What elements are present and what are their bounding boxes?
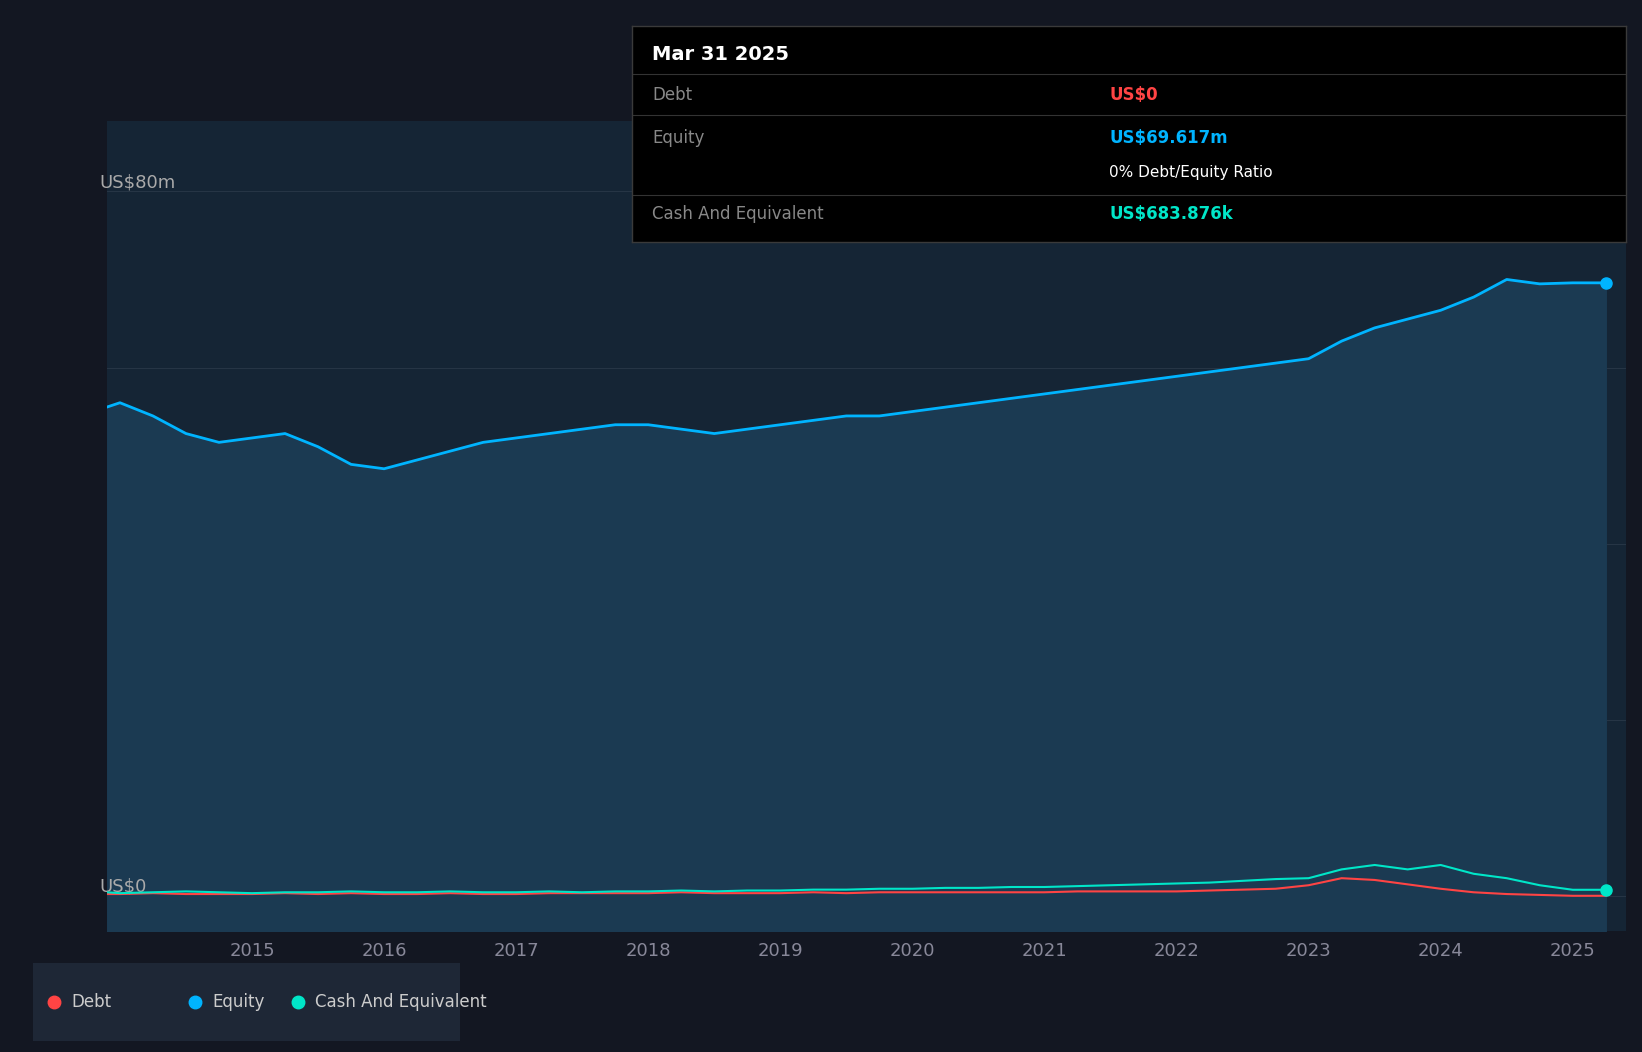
Text: Mar 31 2025: Mar 31 2025	[652, 45, 790, 64]
Text: US$80m: US$80m	[99, 174, 176, 191]
Text: 0% Debt/Equity Ratio: 0% Debt/Equity Ratio	[1108, 165, 1273, 181]
Text: US$683.876k: US$683.876k	[1108, 205, 1233, 223]
Text: Debt: Debt	[652, 86, 693, 104]
Text: Equity: Equity	[212, 993, 264, 1011]
Text: US$0: US$0	[1108, 86, 1158, 104]
Text: US$69.617m: US$69.617m	[1108, 129, 1228, 147]
Text: Equity: Equity	[652, 129, 704, 147]
Text: Debt: Debt	[71, 993, 112, 1011]
Text: US$0: US$0	[99, 877, 146, 896]
Text: Cash And Equivalent: Cash And Equivalent	[652, 205, 824, 223]
Text: Cash And Equivalent: Cash And Equivalent	[315, 993, 486, 1011]
